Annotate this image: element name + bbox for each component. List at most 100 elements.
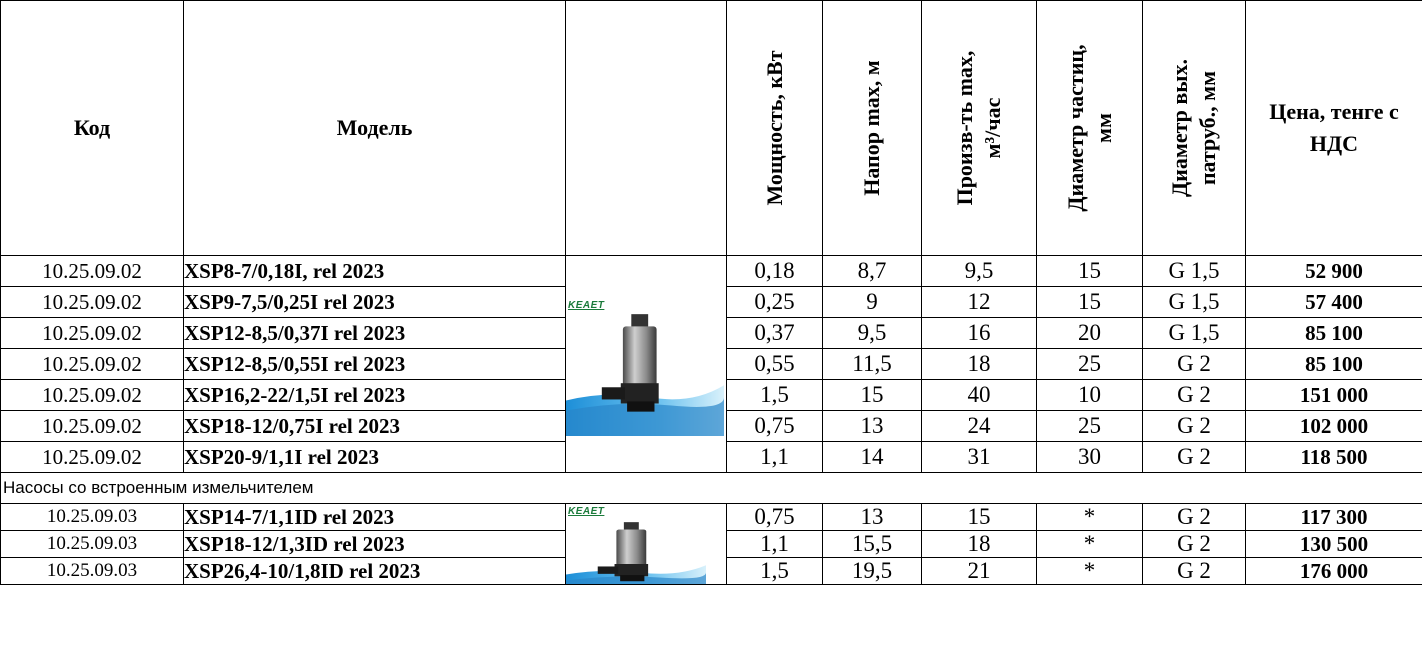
group1-row: 10.25.09.02 XSP18-12/0,75I rel 2023 0,75 13…: [0, 410, 1422, 442]
group1-row: 10.25.09.02 XSP9-7,5/0,25I rel 2023 0,25 9 1…: [0, 286, 1422, 318]
price-cell: 57 400: [1245, 286, 1422, 318]
section-row: Насосы со встроенным измельчителем: [0, 472, 1422, 504]
model-cell: XSP14-7/1,1ID rel 2023: [183, 503, 566, 531]
flow-cell: 16: [921, 317, 1037, 349]
particle-cell: *: [1036, 530, 1143, 558]
group2-row: 10.25.09.03 XSP26,4-10/1,8ID rel 2023 1,5 1…: [0, 557, 1422, 585]
header-model: Модель: [183, 0, 566, 256]
power-cell: 1,1: [726, 530, 823, 558]
price-cell: 102 000: [1245, 410, 1422, 442]
code-cell: 10.25.09.02: [0, 379, 184, 411]
group2-brand-logo: KEAET: [568, 506, 605, 517]
outlet-cell: G 2: [1142, 557, 1246, 585]
head-cell: 14: [822, 441, 922, 473]
head-cell: 15: [822, 379, 922, 411]
code-cell: 10.25.09.03: [0, 503, 184, 531]
code-cell: 10.25.09.02: [0, 317, 184, 349]
model-cell: XSP8-7/0,18I, rel 2023: [183, 255, 566, 287]
model-cell: XSP16,2-22/1,5I rel 2023: [183, 379, 566, 411]
power-cell: 1,5: [726, 557, 823, 585]
code-cell: 10.25.09.02: [0, 348, 184, 380]
model-cell: XSP9-7,5/0,25I rel 2023: [183, 286, 566, 318]
submersible-pump-image: [566, 314, 724, 436]
price-table: Код Модель Мощность, кВт Напор max, м Пр…: [0, 0, 1422, 585]
model-cell: XSP18-12/0,75I rel 2023: [183, 410, 566, 442]
header-flow-max: Произв-ть max, м³/час: [921, 0, 1037, 256]
group2-row: 10.25.09.03 XSP18-12/1,3ID rel 2023 1,1 15,…: [0, 530, 1422, 558]
particle-cell: 10: [1036, 379, 1143, 411]
outlet-cell: G 2: [1142, 410, 1246, 442]
model-cell: XSP18-12/1,3ID rel 2023: [183, 530, 566, 558]
power-cell: 0,37: [726, 317, 823, 349]
price-cell: 117 300: [1245, 503, 1422, 531]
outlet-cell: G 2: [1142, 503, 1246, 531]
head-cell: 13: [822, 410, 922, 442]
head-cell: 15,5: [822, 530, 922, 558]
outlet-cell: G 2: [1142, 348, 1246, 380]
outlet-cell: G 1,5: [1142, 286, 1246, 318]
outlet-cell: G 1,5: [1142, 255, 1246, 287]
flow-cell: 40: [921, 379, 1037, 411]
power-cell: 0,75: [726, 503, 823, 531]
flow-cell: 21: [921, 557, 1037, 585]
price-cell: 130 500: [1245, 530, 1422, 558]
power-cell: 0,25: [726, 286, 823, 318]
particle-cell: 15: [1036, 286, 1143, 318]
code-cell: 10.25.09.02: [0, 410, 184, 442]
power-cell: 1,5: [726, 379, 823, 411]
head-cell: 11,5: [822, 348, 922, 380]
header-particle-diameter: Диаметр частиц, мм: [1036, 0, 1143, 256]
header-price: Цена, тенге с НДС: [1245, 0, 1422, 256]
price-cell: 52 900: [1245, 255, 1422, 287]
price-cell: 85 100: [1245, 317, 1422, 349]
flow-cell: 31: [921, 441, 1037, 473]
header-flow-max-line1: Произв-ть max,: [952, 50, 977, 206]
code-cell: 10.25.09.02: [0, 255, 184, 287]
head-cell: 8,7: [822, 255, 922, 287]
flow-cell: 12: [921, 286, 1037, 318]
flow-cell: 24: [921, 410, 1037, 442]
header-row: Код Модель Мощность, кВт Напор max, м Пр…: [0, 0, 1422, 256]
flow-cell: 18: [921, 530, 1037, 558]
particle-cell: *: [1036, 557, 1143, 585]
head-cell: 9,5: [822, 317, 922, 349]
header-particle-line1: Диаметр частиц,: [1062, 44, 1088, 212]
header-outlet-line2: патруб., мм: [1195, 70, 1220, 186]
group1-row: 10.25.09.02 XSP20-9/1,1I rel 2023 1,1 14 31 3…: [0, 441, 1422, 473]
grinder-pump-image: [566, 522, 706, 584]
head-cell: 9: [822, 286, 922, 318]
code-cell: 10.25.09.03: [0, 530, 184, 558]
head-cell: 19,5: [822, 557, 922, 585]
particle-cell: 25: [1036, 348, 1143, 380]
particle-cell: 20: [1036, 317, 1143, 349]
outlet-cell: G 1,5: [1142, 317, 1246, 349]
particle-cell: 15: [1036, 255, 1143, 287]
flow-cell: 18: [921, 348, 1037, 380]
head-cell: 13: [822, 503, 922, 531]
power-cell: 1,1: [726, 441, 823, 473]
group2-image-cell: KEAET: [565, 503, 727, 585]
price-cell: 176 000: [1245, 557, 1422, 585]
power-cell: 0,75: [726, 410, 823, 442]
header-head-max: Напор max, м: [822, 0, 922, 256]
header-flow-max-line2: м³/час: [980, 97, 1005, 159]
header-outlet-diameter: Диаметр вых. патруб., мм: [1142, 0, 1246, 256]
header-power-label: Мощность, кВт: [761, 50, 787, 206]
code-cell: 10.25.09.02: [0, 286, 184, 318]
model-cell: XSP20-9/1,1I rel 2023: [183, 441, 566, 473]
header-head-max-label: Напор max, м: [859, 60, 884, 196]
group2-row: 10.25.09.03 XSP14-7/1,1ID rel 2023 KEAET 0,…: [0, 503, 1422, 585]
group1-row: 10.25.09.02 XSP16,2-22/1,5I rel 2023 1,5 15…: [0, 379, 1422, 411]
particle-cell: 25: [1036, 410, 1143, 442]
price-cell: 151 000: [1245, 379, 1422, 411]
header-particle-line2: мм: [1090, 113, 1116, 143]
particle-cell: *: [1036, 503, 1143, 531]
model-cell: XSP26,4-10/1,8ID rel 2023: [183, 557, 566, 585]
flow-cell: 9,5: [921, 255, 1037, 287]
outlet-cell: G 2: [1142, 379, 1246, 411]
price-cell: 118 500: [1245, 441, 1422, 473]
code-cell: 10.25.09.02: [0, 441, 184, 473]
group1-image-cell: KEAET: [565, 255, 727, 473]
flow-cell: 15: [921, 503, 1037, 531]
outlet-cell: G 2: [1142, 530, 1246, 558]
